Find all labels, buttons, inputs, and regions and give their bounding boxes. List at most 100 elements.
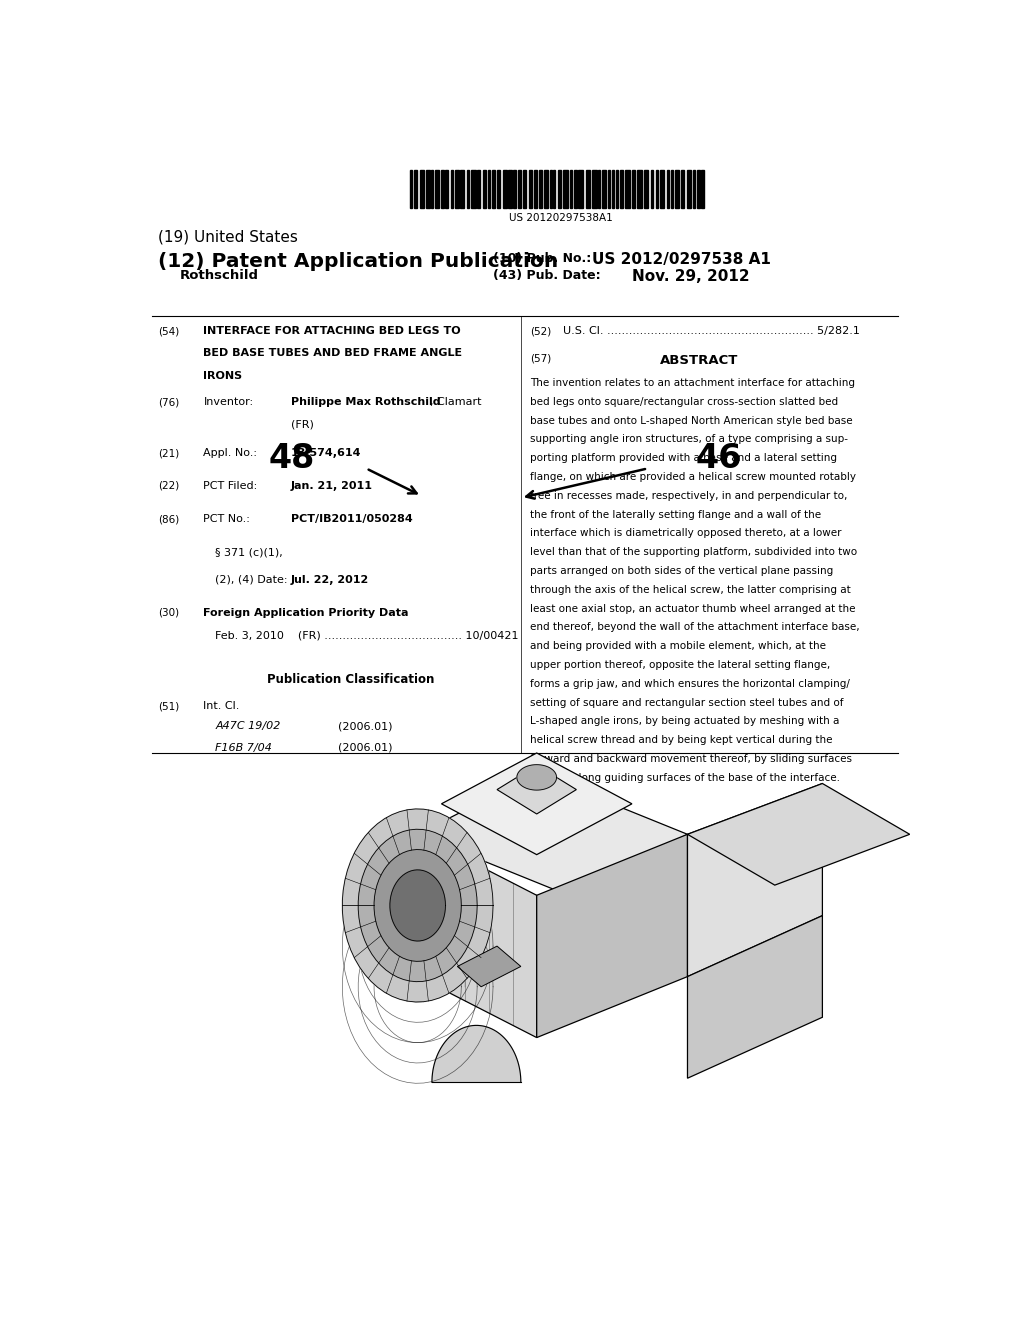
- Bar: [503, 169, 507, 209]
- Text: (2), (4) Date:: (2), (4) Date:: [215, 574, 288, 585]
- Bar: [687, 169, 691, 209]
- Bar: [667, 169, 669, 209]
- Text: (30): (30): [158, 607, 179, 618]
- Text: upper portion thereof, opposite the lateral setting flange,: upper portion thereof, opposite the late…: [530, 660, 830, 671]
- Polygon shape: [358, 829, 477, 982]
- Text: (76): (76): [158, 397, 179, 408]
- Text: IRONS: IRONS: [204, 371, 243, 381]
- Text: (2006.01): (2006.01): [338, 743, 393, 752]
- Bar: [508, 169, 512, 209]
- Text: The invention relates to an attachment interface for attaching: The invention relates to an attachment i…: [530, 378, 855, 388]
- Bar: [513, 169, 516, 209]
- Bar: [579, 169, 583, 209]
- Bar: [540, 169, 542, 209]
- Bar: [672, 169, 673, 209]
- Text: and being provided with a mobile element, which, at the: and being provided with a mobile element…: [530, 642, 826, 651]
- Text: U.S. Cl. ......................................................... 5/282.1: U.S. Cl. ...............................…: [563, 326, 860, 337]
- Polygon shape: [374, 850, 461, 961]
- Text: § 371 (c)(1),: § 371 (c)(1),: [215, 548, 283, 557]
- Text: 13/574,614: 13/574,614: [291, 447, 361, 458]
- Text: interface which is diametrically opposed thereto, at a lower: interface which is diametrically opposed…: [530, 528, 842, 539]
- Text: end thereof, beyond the wall of the attachment interface base,: end thereof, beyond the wall of the atta…: [530, 623, 860, 632]
- Text: INTERFACE FOR ATTACHING BED LEGS TO: INTERFACE FOR ATTACHING BED LEGS TO: [204, 326, 461, 337]
- Polygon shape: [441, 752, 632, 854]
- Polygon shape: [687, 916, 822, 1078]
- Text: US 2012/0297538 A1: US 2012/0297538 A1: [592, 252, 771, 267]
- Bar: [626, 169, 630, 209]
- Bar: [455, 169, 460, 209]
- Bar: [435, 169, 438, 209]
- Bar: [523, 169, 526, 209]
- Text: 46: 46: [695, 442, 741, 475]
- Text: level than that of the supporting platform, subdivided into two: level than that of the supporting platfo…: [530, 548, 857, 557]
- Bar: [632, 169, 635, 209]
- Polygon shape: [497, 766, 577, 814]
- Polygon shape: [390, 870, 445, 941]
- Bar: [693, 169, 695, 209]
- Bar: [420, 169, 424, 209]
- Text: free in recesses made, respectively, in and perpendicular to,: free in recesses made, respectively, in …: [530, 491, 848, 500]
- Text: A47C 19/02: A47C 19/02: [215, 722, 281, 731]
- Polygon shape: [342, 809, 494, 1002]
- Bar: [608, 169, 610, 209]
- Bar: [477, 169, 480, 209]
- Bar: [573, 169, 578, 209]
- Text: , Clamart: , Clamart: [430, 397, 481, 408]
- Bar: [697, 169, 700, 209]
- Text: Feb. 3, 2010    (FR) ...................................... 10/00421: Feb. 3, 2010 (FR) ......................…: [215, 630, 519, 640]
- Bar: [637, 169, 642, 209]
- Bar: [598, 169, 600, 209]
- Bar: [620, 169, 623, 209]
- Bar: [488, 169, 490, 209]
- Text: (51): (51): [158, 701, 179, 711]
- Polygon shape: [458, 946, 521, 987]
- Text: bed legs onto square/rectangular cross-section slatted bed: bed legs onto square/rectangular cross-s…: [530, 397, 839, 407]
- Bar: [460, 169, 464, 209]
- Text: PCT No.:: PCT No.:: [204, 515, 250, 524]
- Text: flange, on which are provided a helical screw mounted rotably: flange, on which are provided a helical …: [530, 473, 856, 482]
- Bar: [550, 169, 553, 209]
- Polygon shape: [537, 834, 687, 1038]
- Text: porting platform provided with a base and a lateral setting: porting platform provided with a base an…: [530, 453, 838, 463]
- Bar: [615, 169, 617, 209]
- Bar: [414, 169, 417, 209]
- Text: (22): (22): [158, 480, 179, 491]
- Text: Appl. No.:: Appl. No.:: [204, 447, 257, 458]
- Text: least one axial stop, an actuator thumb wheel arranged at the: least one axial stop, an actuator thumb …: [530, 603, 856, 614]
- Bar: [660, 169, 665, 209]
- Bar: [611, 169, 614, 209]
- Text: Foreign Application Priority Data: Foreign Application Priority Data: [204, 607, 409, 618]
- Text: supporting angle iron structures, of a type comprising a sup-: supporting angle iron structures, of a t…: [530, 434, 848, 445]
- Bar: [558, 169, 561, 209]
- Bar: [675, 169, 679, 209]
- Text: Rothschild: Rothschild: [179, 269, 259, 282]
- Bar: [471, 169, 476, 209]
- Text: 48: 48: [268, 442, 314, 475]
- Text: Nov. 29, 2012: Nov. 29, 2012: [632, 269, 750, 284]
- Text: Inventor:: Inventor:: [204, 397, 254, 408]
- Polygon shape: [687, 784, 909, 886]
- Bar: [410, 169, 412, 209]
- Text: PCT/IB2011/050284: PCT/IB2011/050284: [291, 515, 413, 524]
- Text: Publication Classification: Publication Classification: [267, 673, 434, 685]
- Bar: [553, 169, 555, 209]
- Text: (86): (86): [158, 515, 179, 524]
- Text: forms a grip jaw, and which ensures the horizontal clamping/: forms a grip jaw, and which ensures the …: [530, 678, 850, 689]
- Bar: [431, 169, 433, 209]
- Text: base tubes and onto L-shaped North American style bed base: base tubes and onto L-shaped North Ameri…: [530, 416, 853, 425]
- Polygon shape: [432, 1026, 521, 1082]
- Text: ABSTRACT: ABSTRACT: [660, 354, 738, 367]
- Bar: [518, 169, 521, 209]
- Text: (19) United States: (19) United States: [158, 230, 298, 244]
- Text: (12) Patent Application Publication: (12) Patent Application Publication: [158, 252, 558, 271]
- Text: (54): (54): [158, 326, 179, 337]
- Text: Int. Cl.: Int. Cl.: [204, 701, 240, 711]
- Bar: [681, 169, 684, 209]
- Text: (21): (21): [158, 447, 179, 458]
- Bar: [644, 169, 648, 209]
- Bar: [593, 169, 597, 209]
- Bar: [570, 169, 572, 209]
- Text: (43) Pub. Date:: (43) Pub. Date:: [494, 269, 601, 282]
- Bar: [451, 169, 453, 209]
- Bar: [655, 169, 658, 209]
